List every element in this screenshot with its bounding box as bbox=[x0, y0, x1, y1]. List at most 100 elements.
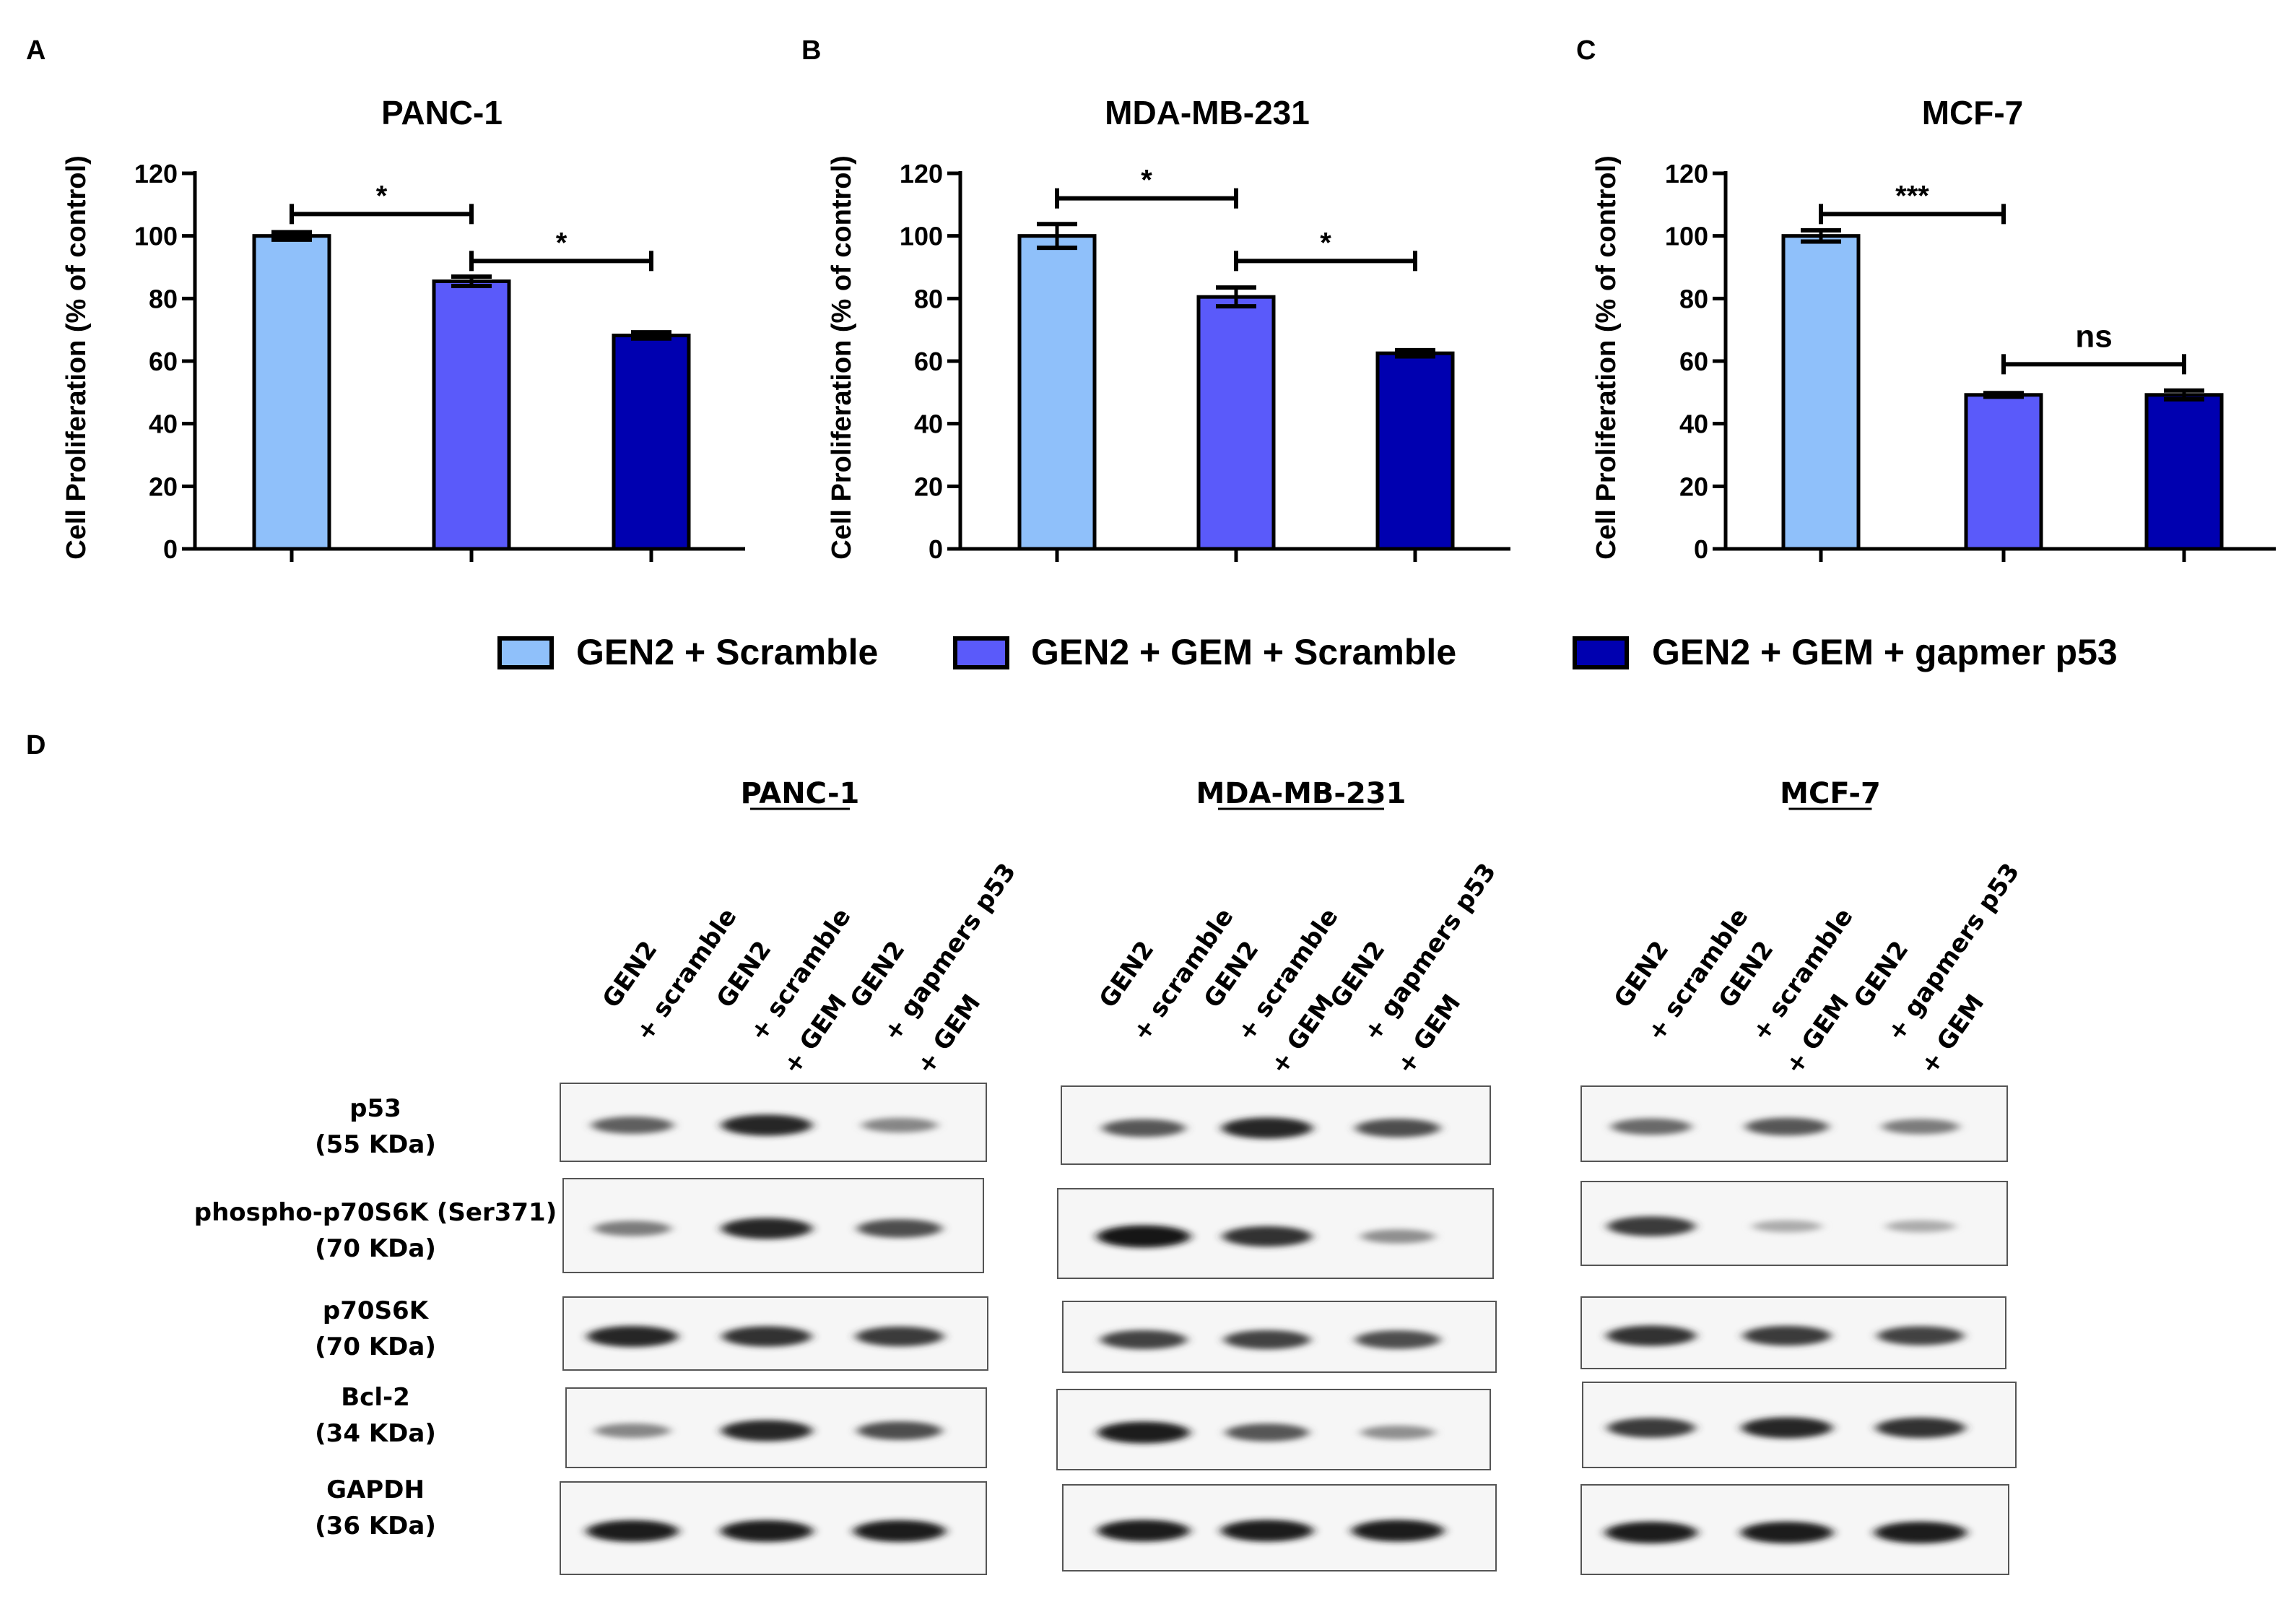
blot-strip bbox=[1062, 1484, 1497, 1572]
blot-band bbox=[591, 1117, 674, 1134]
blot-band bbox=[721, 1218, 812, 1239]
bar bbox=[1781, 234, 1861, 551]
lane-label: GEN2+ gapmers p53+ GEM bbox=[1325, 858, 1503, 1080]
blot-band bbox=[1611, 1118, 1692, 1135]
blot-band bbox=[1360, 1425, 1435, 1440]
bar bbox=[252, 234, 331, 551]
blot-band bbox=[1874, 1521, 1967, 1544]
y-tick-label: 40 bbox=[914, 409, 943, 439]
blot-strip bbox=[1580, 1484, 2009, 1575]
bar bbox=[1196, 295, 1276, 551]
significance-label: ns bbox=[2075, 318, 2112, 354]
y-tick-label: 80 bbox=[149, 284, 178, 313]
legend-label: GEN2 + Scramble bbox=[576, 632, 878, 672]
blot-band bbox=[1355, 1119, 1440, 1137]
blot-strip bbox=[560, 1481, 987, 1575]
blot-band bbox=[1352, 1520, 1444, 1542]
blot-band bbox=[1222, 1117, 1313, 1139]
blot-band bbox=[1607, 1418, 1695, 1438]
bar-charts-group: A PANC-1 Cell Proliferation (% of control)… bbox=[26, 35, 2276, 564]
legend: GEN2 + Scramble GEN2 + GEM + Scramble GEN2… bbox=[497, 632, 2118, 672]
blot-strip bbox=[1582, 1382, 2017, 1468]
protein-name: GAPDH bbox=[326, 1475, 425, 1504]
blot-band bbox=[861, 1117, 938, 1133]
significance-label: * bbox=[1320, 227, 1331, 259]
chart-panel-c: C MCF-7 Cell Proliferation (% of control) 0… bbox=[1576, 35, 2276, 564]
blot-band bbox=[1102, 1119, 1186, 1137]
protein-label: phospho-p70S6K (Ser371) (70 KDa) bbox=[194, 1198, 557, 1263]
blot-strip bbox=[562, 1178, 984, 1273]
y-tick-label: 60 bbox=[1679, 347, 1708, 376]
y-tick-label: 60 bbox=[914, 347, 943, 376]
blot-strip bbox=[1580, 1181, 2008, 1266]
significance-label: *** bbox=[1895, 180, 1929, 212]
blot-band bbox=[1605, 1521, 1697, 1544]
panel-label: B bbox=[801, 35, 821, 66]
blot-band bbox=[721, 1520, 813, 1543]
blot-band bbox=[1097, 1225, 1191, 1248]
protein-weight: (55 KDa) bbox=[315, 1130, 436, 1159]
blot-band bbox=[1752, 1220, 1822, 1233]
blot-band bbox=[1743, 1325, 1831, 1346]
blot-cell-line-title: MDA-MB-231 bbox=[1196, 777, 1406, 810]
blot-band bbox=[721, 1420, 812, 1442]
y-tick-label: 0 bbox=[929, 534, 943, 564]
chart-title: MCF-7 bbox=[1922, 94, 2024, 131]
panel-label: A bbox=[26, 35, 45, 66]
blot-cell-line-title: MCF-7 bbox=[1780, 777, 1881, 810]
significance-label: * bbox=[556, 227, 568, 259]
y-tick-label: 0 bbox=[163, 534, 178, 564]
significance-label: * bbox=[376, 180, 388, 212]
legend-swatch bbox=[497, 636, 554, 669]
chart-title: MDA-MB-231 bbox=[1105, 94, 1310, 131]
bar bbox=[432, 279, 511, 551]
protein-label: p53 (55 KDa) bbox=[315, 1094, 436, 1159]
lane-label: GEN2+ gapmers p53+ GEM bbox=[845, 858, 1022, 1080]
y-axis-label: Cell Proliferation (% of control) bbox=[61, 155, 92, 559]
bar bbox=[1964, 393, 2043, 551]
y-tick-label: 20 bbox=[149, 472, 178, 501]
blot-cell-line-title: PANC-1 bbox=[741, 777, 860, 810]
legend-label: GEN2 + GEM + Scramble bbox=[1031, 632, 1456, 672]
blot-band bbox=[1745, 1117, 1829, 1136]
chart-panel-b: B MDA-MB-231 Cell Proliferation (% of cont… bbox=[801, 35, 1510, 564]
y-axis-label: Cell Proliferation (% of control) bbox=[1591, 155, 1622, 559]
panel-label: D bbox=[26, 730, 45, 760]
y-tick-label: 100 bbox=[1665, 222, 1708, 251]
protein-label: Bcl-2 (34 KDa) bbox=[315, 1383, 436, 1448]
blot-band bbox=[1360, 1229, 1435, 1244]
blot-band bbox=[857, 1219, 942, 1238]
blot-strip bbox=[1057, 1188, 1494, 1279]
protein-name: phospho-p70S6K (Ser371) bbox=[194, 1198, 557, 1227]
protein-label: p70S6K (70 KDa) bbox=[315, 1296, 436, 1361]
blot-band bbox=[1741, 1417, 1832, 1439]
chart-title: PANC-1 bbox=[381, 94, 503, 131]
blot-strip bbox=[1580, 1296, 2006, 1369]
panel-label: C bbox=[1576, 35, 1596, 66]
blot-strip bbox=[1056, 1389, 1491, 1470]
blot-band bbox=[1097, 1520, 1190, 1542]
bar bbox=[2144, 393, 2224, 551]
protein-name: Bcl-2 bbox=[341, 1383, 410, 1412]
blot-band bbox=[1882, 1119, 1960, 1135]
blot-band bbox=[722, 1326, 812, 1347]
blot-band bbox=[594, 1423, 671, 1439]
blot-strip bbox=[565, 1387, 987, 1468]
legend-swatch bbox=[953, 636, 1009, 669]
blot-band bbox=[1221, 1520, 1313, 1542]
blot-band bbox=[1877, 1326, 1964, 1345]
blot-band bbox=[1606, 1325, 1696, 1346]
blot-strip bbox=[1061, 1085, 1491, 1165]
y-tick-label: 120 bbox=[1665, 159, 1708, 188]
blot-band bbox=[1224, 1330, 1310, 1350]
bar bbox=[1017, 234, 1097, 551]
y-tick-label: 20 bbox=[914, 472, 943, 501]
y-tick-label: 0 bbox=[1694, 534, 1708, 564]
blot-band bbox=[856, 1326, 944, 1347]
blot-strip bbox=[1580, 1085, 2008, 1162]
legend-label: GEN2 + GEM + gapmer p53 bbox=[1652, 632, 2118, 672]
